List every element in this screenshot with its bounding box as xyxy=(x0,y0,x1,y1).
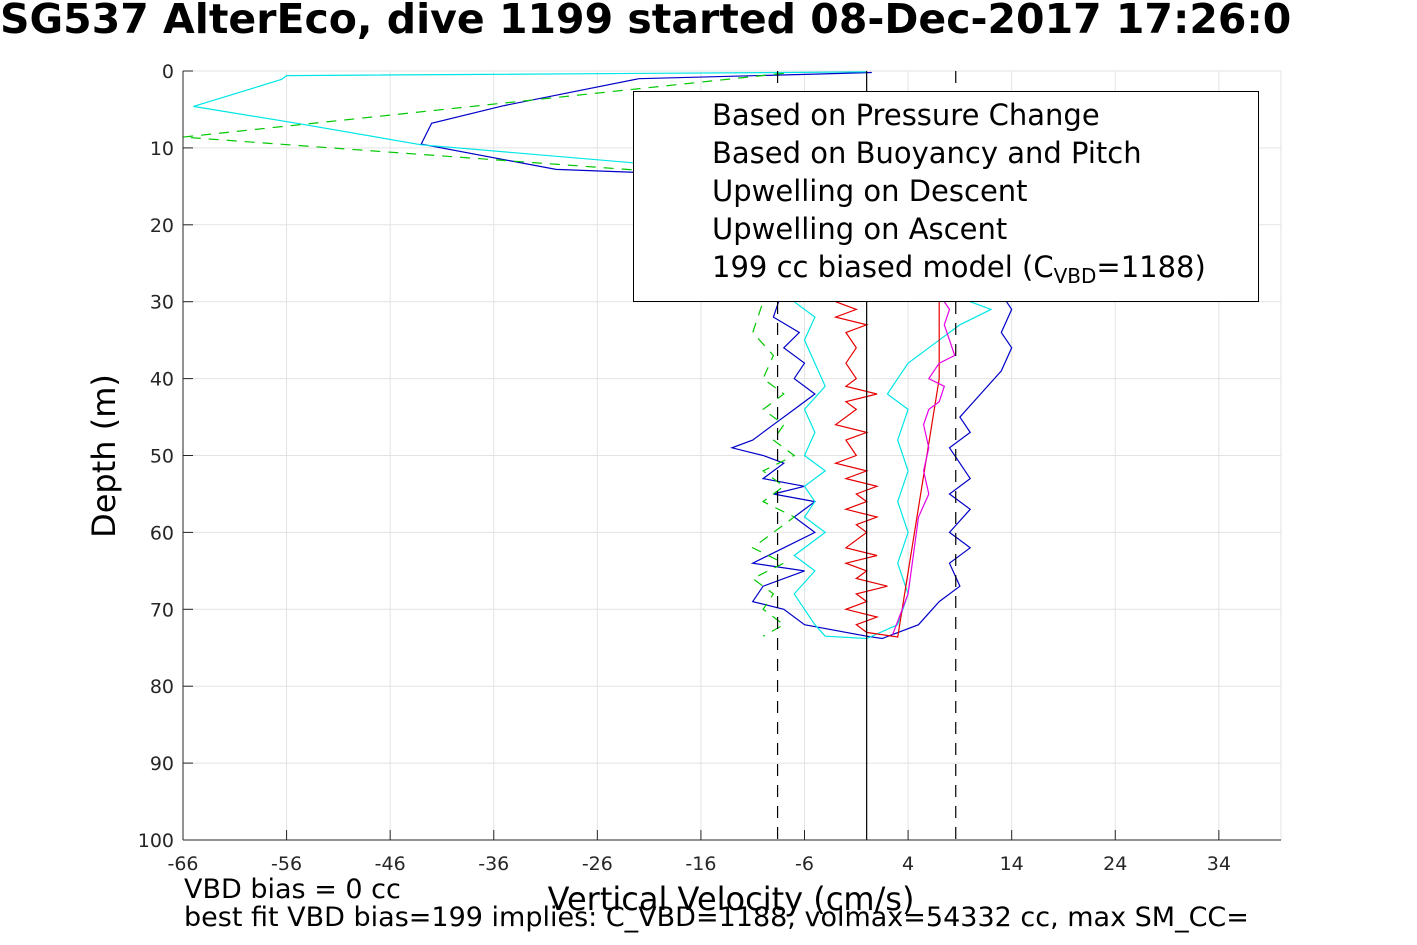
legend-item-upwelling-ascent: Upwelling on Ascent xyxy=(634,210,1258,248)
x-tick-label: 14 xyxy=(1000,853,1024,875)
axes-layer: -66 -56 -46 -36 -26 -16 -6 4 14 24 34 0 10 20 30 40 50 60… xyxy=(138,61,1281,875)
legend-label: Upwelling on Descent xyxy=(712,174,1028,208)
best-fit-note: best fit VBD bias=199 implies: C_VBD=118… xyxy=(184,902,1249,933)
series-line-3 xyxy=(892,301,956,635)
legend-item-upwelling-descent: Upwelling on Descent xyxy=(634,172,1258,210)
legend-label: Based on Buoyancy and Pitch xyxy=(712,136,1142,170)
x-tick-label: -16 xyxy=(685,853,716,875)
x-tick-label: 34 xyxy=(1207,853,1231,875)
legend-label: Upwelling on Ascent xyxy=(712,212,1008,246)
x-tick-label: -56 xyxy=(271,853,302,875)
legend: Based on Pressure Change Based on Buoyan… xyxy=(633,91,1259,302)
x-tick-label: -66 xyxy=(167,853,198,875)
y-tick-label: 100 xyxy=(138,830,174,852)
chart-title: SG537 AlterEco, dive 1199 started 08-Dec… xyxy=(0,0,1292,43)
x-tick-label: 4 xyxy=(902,853,914,875)
x-tick-label: -46 xyxy=(375,853,406,875)
vbd-bias-note: VBD bias = 0 cc xyxy=(184,874,401,905)
y-axis-label: Depth (m) xyxy=(85,374,123,538)
x-tick-label: -26 xyxy=(582,853,613,875)
y-tick-label: 50 xyxy=(150,446,174,468)
legend-label: Based on Pressure Change xyxy=(712,98,1100,132)
y-tick-label: 10 xyxy=(150,138,174,160)
legend-item-buoyancy-pitch: Based on Buoyancy and Pitch xyxy=(634,134,1258,172)
y-tick-label: 40 xyxy=(150,369,174,391)
x-tick-label: -6 xyxy=(795,853,814,875)
legend-label: 199 cc biased model (CVBD=1188) xyxy=(712,250,1206,288)
y-tick-label: 0 xyxy=(162,61,174,83)
y-tick-label: 60 xyxy=(150,522,174,544)
legend-item-biased-model: 199 cc biased model (CVBD=1188) xyxy=(634,248,1258,288)
x-tick-label: -36 xyxy=(478,853,509,875)
x-axis-label: Vertical Velocity (cm/s) xyxy=(547,880,915,918)
y-tick-label: 80 xyxy=(150,676,174,698)
y-tick-label: 20 xyxy=(150,215,174,237)
series-line-2 xyxy=(833,301,940,638)
y-tick-label: 90 xyxy=(150,753,174,775)
x-tick-label: 24 xyxy=(1103,853,1127,875)
y-tick-label: 30 xyxy=(150,292,174,314)
y-tick-label: 70 xyxy=(150,599,174,621)
legend-item-pressure-change: Based on Pressure Change xyxy=(634,96,1258,134)
